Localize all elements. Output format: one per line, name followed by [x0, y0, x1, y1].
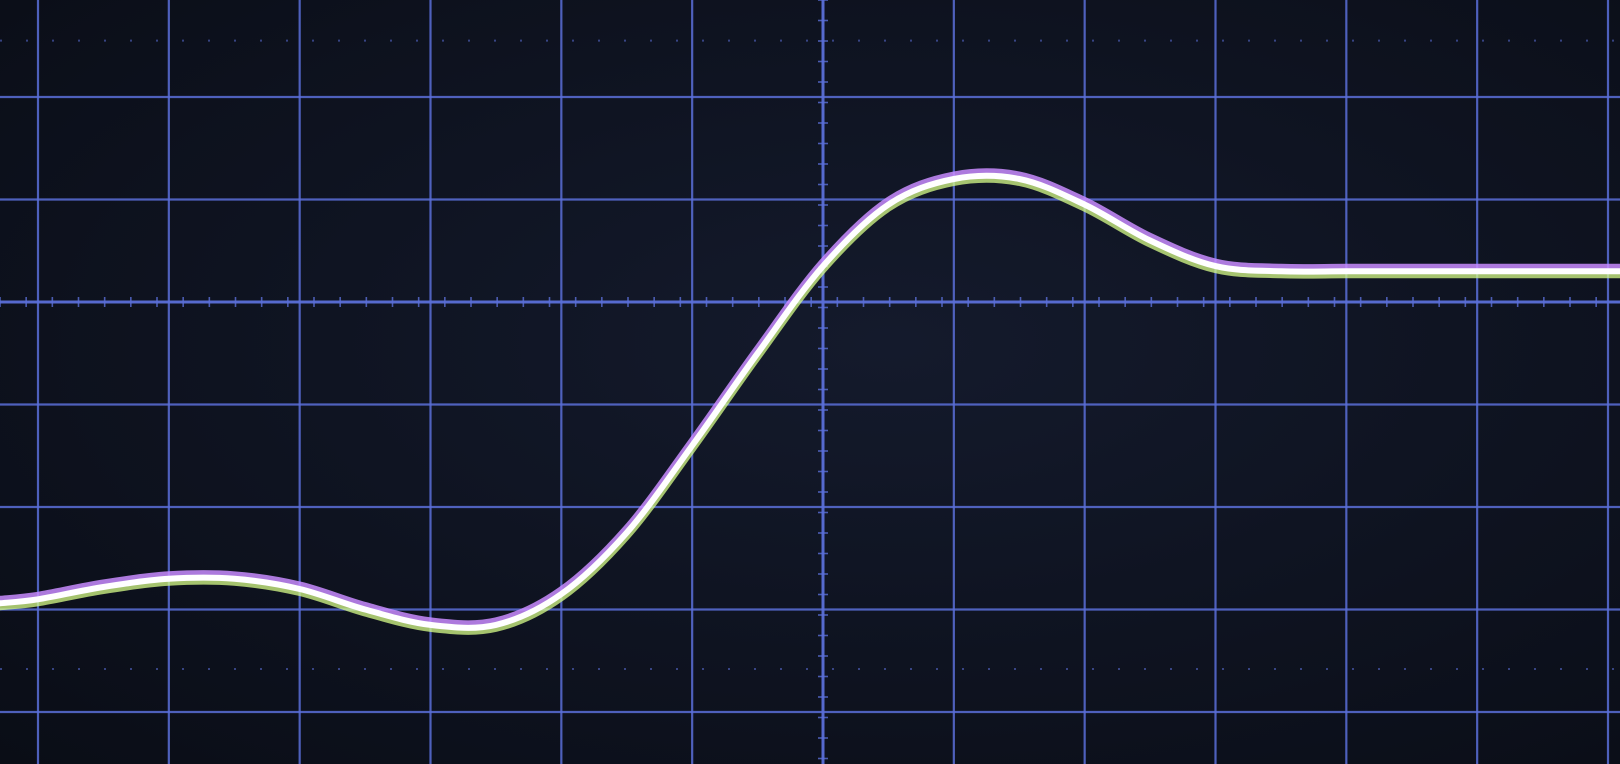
waveform-sample-point: [1605, 269, 1611, 274]
waveform-sample-point: [624, 530, 629, 535]
waveform-sample-point: [428, 622, 433, 628]
waveform-sample-point: [820, 263, 826, 269]
waveform-sample-point: [1344, 269, 1349, 274]
waveform-sample-point: [362, 607, 368, 612]
waveform-sample-point: [951, 176, 957, 182]
waveform-sample-point: [1278, 269, 1284, 274]
waveform-sample-point: [1017, 176, 1022, 182]
waveform-sample-point: [297, 586, 302, 592]
waveform-sample-point: [755, 351, 760, 356]
waveform-sample-point: [1213, 263, 1218, 269]
waveform-sample-point: [493, 622, 499, 628]
waveform-sample-point: [1082, 202, 1087, 207]
waveform-trace: [0, 172, 1620, 631]
waveform-trace-glow-upper: [0, 168, 1620, 630]
waveform-sample-point: [1409, 269, 1414, 274]
waveform-sample-point: [1474, 269, 1480, 274]
waveform-sample-point: [1540, 269, 1545, 274]
waveform-sample-point: [689, 443, 695, 448]
waveform-sample-point: [35, 597, 41, 602]
waveform-sample-point: [232, 576, 237, 581]
waveform-sample-point: [1147, 238, 1153, 243]
waveform-trace-group: [0, 168, 1620, 635]
waveform-sample-point: [166, 576, 172, 581]
waveform-sample-point: [101, 584, 106, 590]
waveform-sample-point: [886, 202, 891, 207]
waveform-sample-point: [559, 591, 564, 597]
